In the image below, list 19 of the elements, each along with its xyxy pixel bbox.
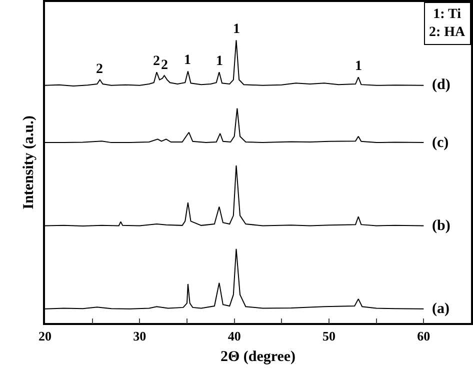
series-label: (a) xyxy=(432,301,450,317)
x-axis-title: 2Θ (degree) xyxy=(220,348,296,365)
annotation: 1 xyxy=(355,59,362,74)
annotation: 2 xyxy=(153,54,160,69)
x-tick-label: 30 xyxy=(133,328,146,344)
annotation: 1 xyxy=(184,53,191,68)
series-label: (c) xyxy=(432,135,449,151)
annotation: 1 xyxy=(216,54,223,69)
annotation: 2 xyxy=(96,62,103,77)
series-label: (b) xyxy=(432,218,450,234)
annotation: 1: Ti 2: HA xyxy=(429,7,466,40)
annotation: 1 xyxy=(233,22,240,37)
annotation: 2 xyxy=(161,58,168,73)
y-axis-title: Intensity (a.u.) xyxy=(21,116,37,210)
x-tick-label: 60 xyxy=(417,328,430,344)
x-tick-label: 40 xyxy=(228,328,241,344)
series-label: (d) xyxy=(432,77,450,93)
x-tick-label: 50 xyxy=(322,328,336,344)
x-tick-label: 20 xyxy=(38,328,52,344)
